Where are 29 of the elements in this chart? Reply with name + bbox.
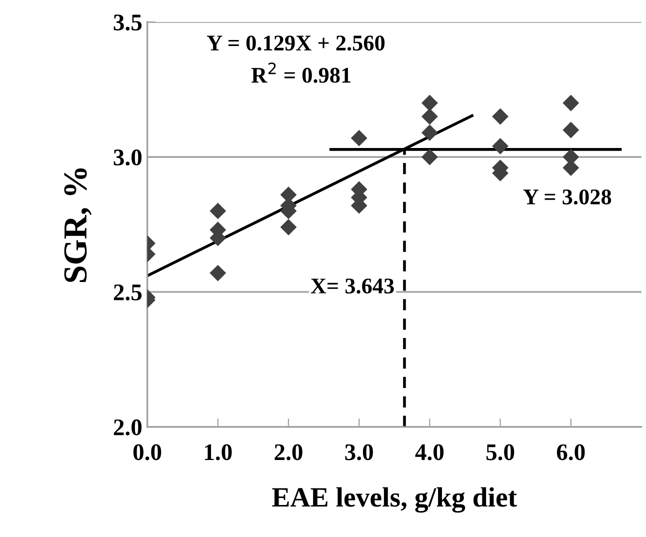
y-axis-title: SGR, % (64, 168, 92, 282)
point (421, 124, 438, 141)
y-tick-label: 2.5 (114, 284, 142, 300)
annotation: X= 3.643 (310, 278, 394, 294)
x-tick-label: 6.0 (556, 444, 585, 460)
x-tick-label: 0.0 (133, 444, 162, 460)
x-tick-label: 2.0 (274, 444, 302, 460)
y-tick-label: 3.5 (114, 14, 142, 31)
y-tick-label: 2.0 (114, 419, 142, 436)
point (350, 130, 368, 146)
point (210, 202, 226, 220)
point (562, 94, 580, 112)
point (421, 148, 438, 166)
point (562, 122, 580, 138)
point (492, 138, 508, 154)
annotation: Y = 3.028 (523, 189, 612, 205)
annotation: R$^{2}$ = 0.981 (251, 62, 350, 83)
x-tick-label: 4.0 (415, 444, 444, 460)
x-tick-label: 5.0 (486, 444, 514, 460)
point (280, 218, 297, 236)
point (421, 94, 438, 112)
point (421, 108, 438, 125)
x-tick-label: 3.0 (345, 444, 373, 460)
point (210, 264, 226, 282)
x-axis-title: EAE levels, g/kg diet (272, 487, 517, 513)
annotation: Y = 0.129X + 2.560 (206, 36, 385, 51)
y-tick-label: 3.0 (114, 149, 142, 166)
x-tick-label: 1.0 (205, 444, 232, 460)
point (492, 108, 508, 125)
